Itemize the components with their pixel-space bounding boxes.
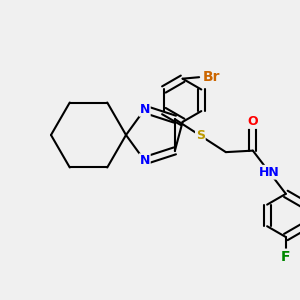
Text: N: N xyxy=(140,154,150,167)
Text: HN: HN xyxy=(259,166,280,179)
Text: Br: Br xyxy=(202,70,220,84)
Text: S: S xyxy=(196,129,205,142)
Text: F: F xyxy=(281,250,291,263)
Text: N: N xyxy=(140,103,150,116)
Text: O: O xyxy=(248,115,258,128)
